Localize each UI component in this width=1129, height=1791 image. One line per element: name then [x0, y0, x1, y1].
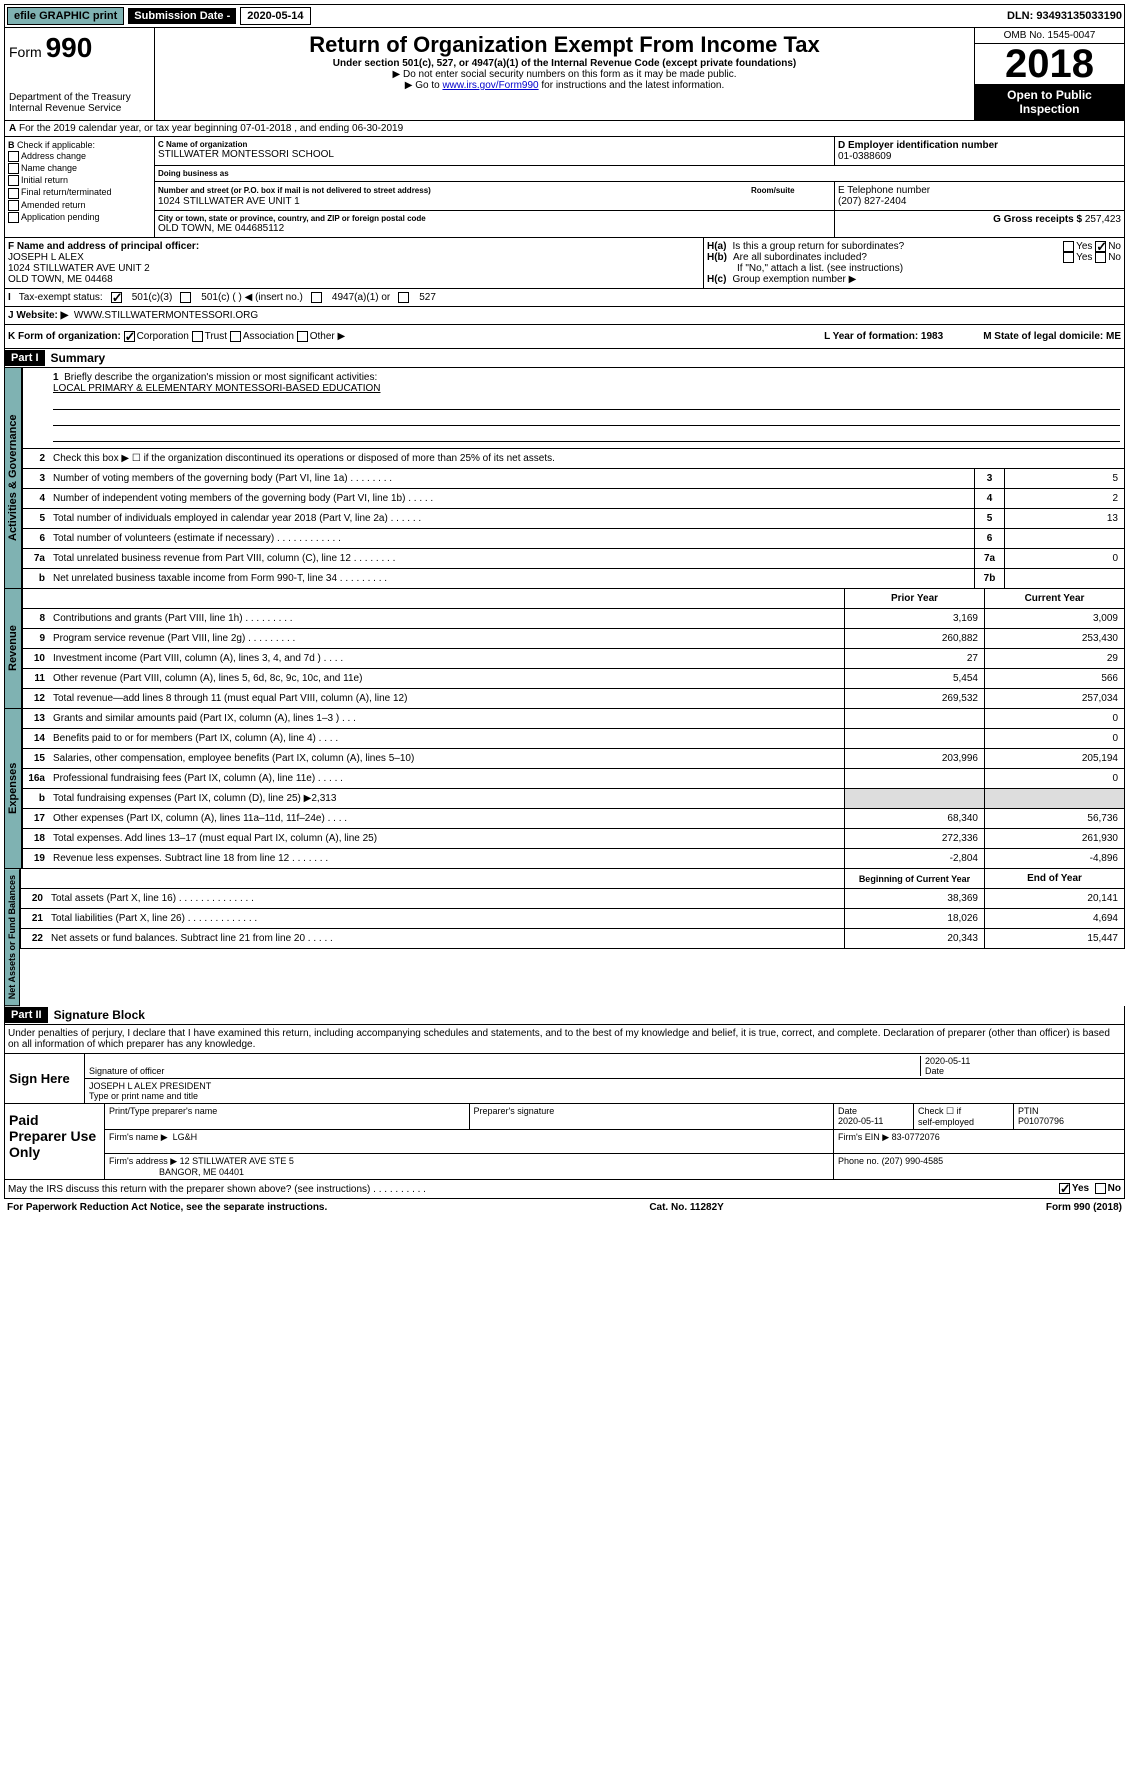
- val-prior: 27: [844, 649, 984, 668]
- val-curr: 0: [984, 769, 1124, 788]
- form-id-box: Form 990 Department of the Treasury Inte…: [5, 28, 155, 120]
- org-city: OLD TOWN, ME 044685112: [158, 223, 831, 234]
- submission-label: Submission Date -: [128, 8, 236, 24]
- pra-notice: For Paperwork Reduction Act Notice, see …: [7, 1202, 327, 1213]
- phone-label: E Telephone number: [838, 185, 930, 196]
- val-curr: 566: [984, 669, 1124, 688]
- group-return: H(a) Is this a group return for subordin…: [704, 238, 1124, 288]
- val-prior: 38,369: [844, 889, 984, 908]
- val-prior: 20,343: [844, 929, 984, 948]
- val-curr: -4,896: [984, 849, 1124, 868]
- val-curr: 4,694: [984, 909, 1124, 928]
- l4v: 2: [1004, 489, 1124, 508]
- header-right: OMB No. 1545-0047 2018 Open to Public In…: [974, 28, 1124, 120]
- tax-status: I Tax-exempt status: 501(c)(3) 501(c) ( …: [4, 289, 1125, 307]
- phone: (207) 827-2404: [838, 196, 906, 207]
- val-curr: 15,447: [984, 929, 1124, 948]
- val-curr: 56,736: [984, 809, 1124, 828]
- dln: DLN: 93493135033190: [1007, 10, 1122, 22]
- part1-header: Part I: [5, 350, 45, 366]
- val-prior: 260,882: [844, 629, 984, 648]
- mission: 1 Briefly describe the organization's mi…: [22, 368, 1125, 449]
- irs-link[interactable]: www.irs.gov/Form990: [442, 80, 538, 91]
- part2-header: Part II: [5, 1007, 48, 1023]
- gross-receipts: 257,423: [1085, 214, 1121, 225]
- val-curr: 205,194: [984, 749, 1124, 768]
- tab-netassets: Net Assets or Fund Balances: [4, 869, 20, 1006]
- sign-here: Sign Here: [5, 1054, 85, 1103]
- val-curr: 3,009: [984, 609, 1124, 628]
- website-row: J Website: ▶ WWW.STILLWATERMONTESSORI.OR…: [4, 307, 1125, 325]
- paid-preparer: Paid Preparer Use Only: [5, 1104, 105, 1179]
- officer-box: F Name and address of principal officer:…: [5, 238, 704, 288]
- val-curr: 261,930: [984, 829, 1124, 848]
- val-prior: [844, 769, 984, 788]
- tab-governance: Activities & Governance: [4, 368, 22, 589]
- val-curr: 257,034: [984, 689, 1124, 708]
- l5v: 13: [1004, 509, 1124, 528]
- org-address: 1024 STILLWATER AVE UNIT 1: [158, 196, 831, 207]
- val-prior: 18,026: [844, 909, 984, 928]
- submission-date: 2020-05-14: [240, 7, 310, 25]
- val-prior: 272,336: [844, 829, 984, 848]
- row-k: K Form of organization: Corporation Trus…: [4, 325, 1125, 349]
- val-prior: [844, 729, 984, 748]
- form-footer: Form 990 (2018): [1046, 1202, 1122, 1213]
- irs-discuss: May the IRS discuss this return with the…: [4, 1180, 1125, 1198]
- l3v: 5: [1004, 469, 1124, 488]
- org-name: STILLWATER MONTESSORI SCHOOL: [158, 149, 831, 160]
- cat-no: Cat. No. 11282Y: [649, 1202, 723, 1213]
- val-curr: 20,141: [984, 889, 1124, 908]
- val-prior: 68,340: [844, 809, 984, 828]
- val-prior: -2,804: [844, 849, 984, 868]
- val-prior: 3,169: [844, 609, 984, 628]
- header-title: Return of Organization Exempt From Incom…: [155, 28, 974, 120]
- val-curr: 0: [984, 709, 1124, 728]
- col-b: B Check if applicable: Address change Na…: [5, 137, 155, 237]
- ein-label: D Employer identification number: [838, 140, 998, 151]
- efile-btn[interactable]: efile GRAPHIC print: [7, 7, 124, 25]
- top-bar: efile GRAPHIC print Submission Date - 20…: [4, 4, 1125, 28]
- val-curr: 0: [984, 729, 1124, 748]
- val-prior: [844, 709, 984, 728]
- l7av: 0: [1004, 549, 1124, 568]
- row-a: A For the 2019 calendar year, or tax yea…: [4, 121, 1125, 137]
- val-prior: 269,532: [844, 689, 984, 708]
- declaration: Under penalties of perjury, I declare th…: [4, 1025, 1125, 1054]
- val-prior: 203,996: [844, 749, 984, 768]
- tab-expenses: Expenses: [4, 709, 22, 869]
- val-curr: 253,430: [984, 629, 1124, 648]
- tab-revenue: Revenue: [4, 589, 22, 709]
- val-curr: 29: [984, 649, 1124, 668]
- val-prior: 5,454: [844, 669, 984, 688]
- ein: 01-0388609: [838, 151, 891, 162]
